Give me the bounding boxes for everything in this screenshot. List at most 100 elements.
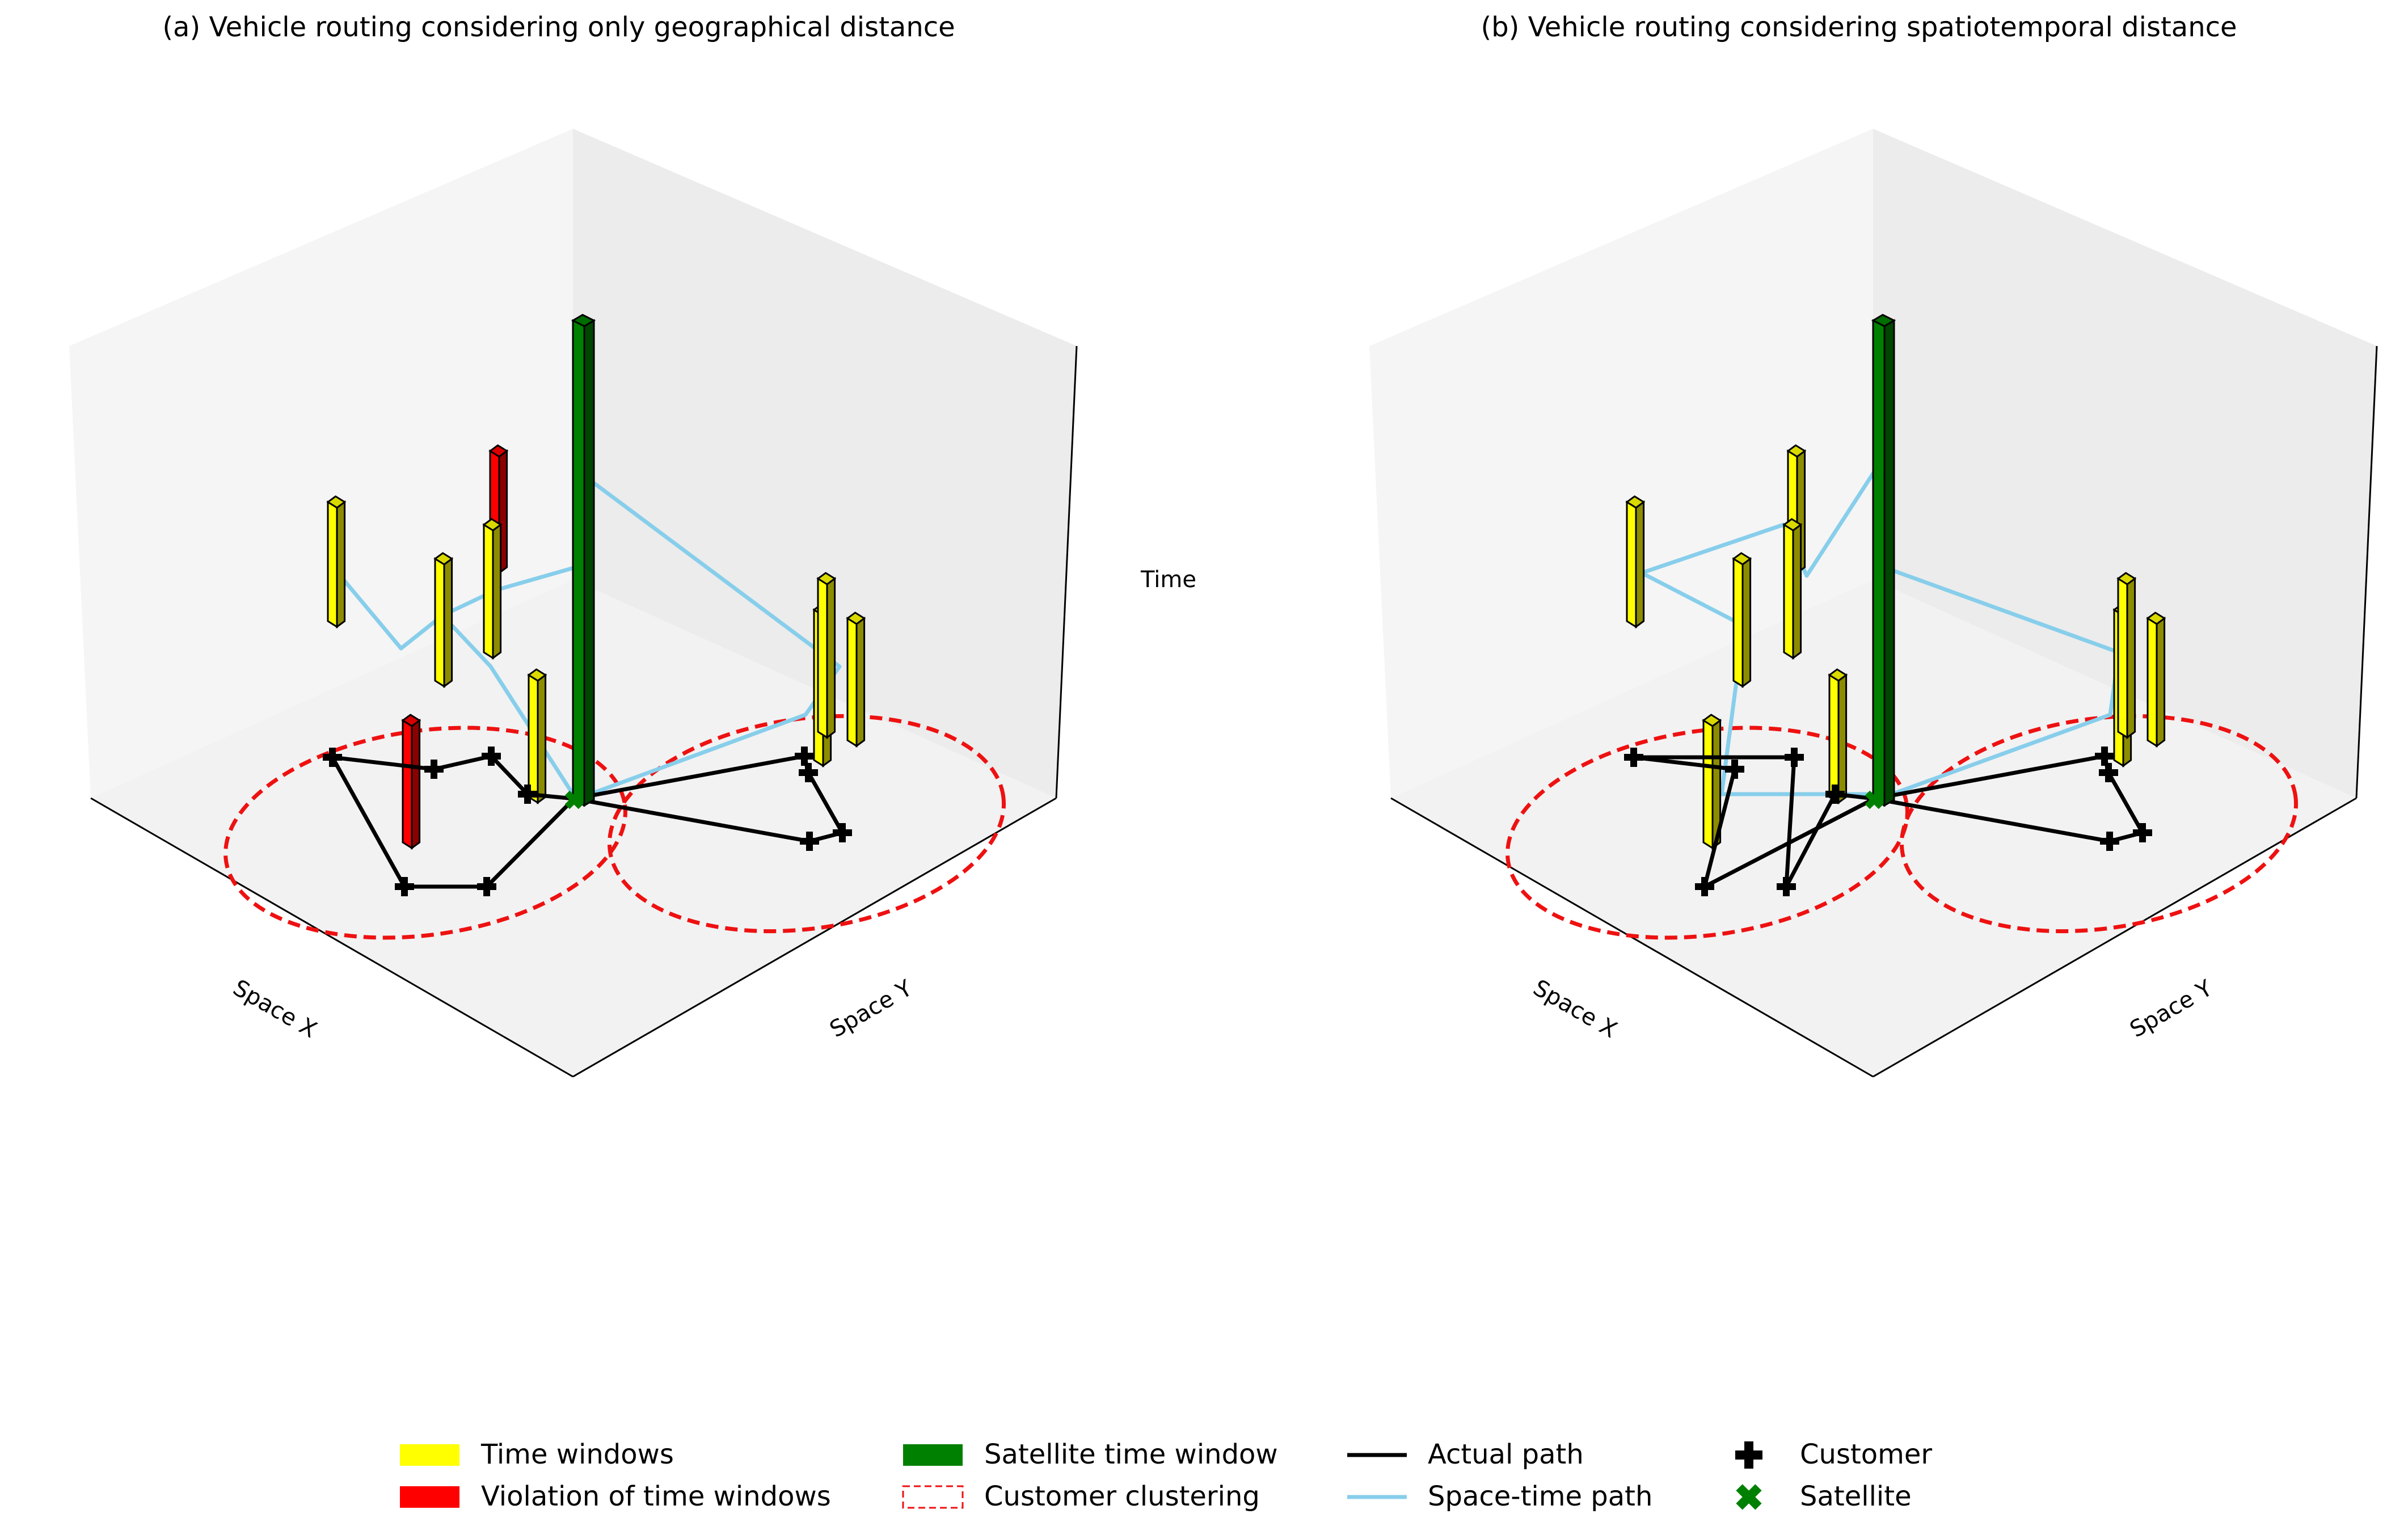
panel-a-space-y-label: Space Y <box>825 975 917 1043</box>
time-window-bar-7-side <box>855 617 866 748</box>
satellite-time-window-bar <box>571 314 596 807</box>
actual-path-left <box>1631 755 1875 889</box>
time-window-bar-5 <box>1702 714 1722 850</box>
satellite-marker <box>1865 790 1884 809</box>
time-window-bar-2-top <box>1786 444 1807 458</box>
violation-bar-2-side <box>411 719 421 850</box>
time-window-bar-1-side <box>336 500 346 629</box>
actual-path-right <box>573 754 845 844</box>
time-window-bar-9-side <box>2156 617 2166 748</box>
time-window-bar-6-top <box>1828 668 1848 682</box>
time-window-bar-4-front <box>1783 523 1794 660</box>
customer-marker-9 <box>833 823 852 842</box>
time-window-bar-4-front <box>528 673 539 804</box>
satellite-time-window-bar-top <box>1871 314 1896 327</box>
satellite-time-window-bar-front <box>572 319 585 807</box>
cluster-ellipse-right <box>1899 714 2299 934</box>
time-window-bar-3-top <box>482 518 503 532</box>
time-window-bar-6-top <box>816 572 837 585</box>
panel-b-space-x-label: Space X <box>1529 975 1621 1043</box>
legend-swatch-satellite-time-window <box>903 1444 963 1466</box>
time-window-bar-6-side <box>1837 673 1848 804</box>
customer-marker-8 <box>2099 763 2118 782</box>
legend-label-violation: Violation of time windows <box>481 1481 831 1512</box>
panel-a-space-x-label: Space X <box>229 975 321 1043</box>
customer-marker-6 <box>477 877 496 896</box>
time-window-bar-3 <box>482 518 503 660</box>
satellite-time-window-bar-side <box>1883 319 1895 807</box>
customer-marker-4 <box>518 785 537 804</box>
time-window-bar-5-front <box>1702 719 1714 850</box>
satellite-marker <box>564 790 584 809</box>
time-window-bar-1 <box>1625 495 1646 629</box>
time-window-bar-2 <box>433 552 454 688</box>
time-window-bar-1-front <box>327 500 338 629</box>
customer-marker-7 <box>2095 747 2114 766</box>
customer-marker-2 <box>1725 760 1744 779</box>
time-window-bar-6-side <box>826 577 836 739</box>
time-window-bar-6-front <box>1828 673 1840 804</box>
violation-bar-2 <box>401 714 421 850</box>
time-window-bar-7-front <box>846 617 858 748</box>
time-window-bar-2-side <box>443 557 453 688</box>
time-window-bar-4-side <box>1792 523 1802 660</box>
time-window-bar-4-top <box>1782 518 1803 532</box>
time-window-bar-4-side <box>537 673 547 804</box>
violation-bar-2-front <box>402 719 413 850</box>
time-window-bar-1-top <box>326 495 347 509</box>
time-window-bar-3-side <box>492 523 502 660</box>
legend-label-time-windows: Time windows <box>480 1439 674 1470</box>
legend: Time windows Violation of time windows S… <box>400 1439 1932 1512</box>
time-window-bar-9-top <box>2146 612 2166 625</box>
time-window-bar-3 <box>1732 552 1752 688</box>
time-window-bar-3-side <box>1741 557 1752 688</box>
time-window-bar-8-front <box>2117 577 2128 739</box>
violation-bar-2-top <box>401 714 421 727</box>
customer-marker-5 <box>1695 877 1714 896</box>
time-window-bar-3-front <box>1732 557 1744 688</box>
time-window-bar-7 <box>846 612 866 748</box>
time-window-bar-4 <box>527 668 547 804</box>
legend-label-customer: Customer <box>1800 1439 1932 1470</box>
time-window-bar-2-top <box>433 552 454 566</box>
time-window-bar-9 <box>2146 612 2166 748</box>
time-window-bar-3-front <box>483 523 494 660</box>
customer-marker-4 <box>1825 785 1845 804</box>
customer-marker-3 <box>482 747 501 766</box>
panel-a-axes-box: Space X Space Y Time <box>69 129 1196 1078</box>
time-window-bar-1 <box>326 495 347 629</box>
cluster-ellipse-right <box>607 714 1006 934</box>
panel-a-title: (a) Vehicle routing considering only geo… <box>162 11 955 43</box>
panel-a-plot <box>223 314 1006 940</box>
legend-satellite-x-icon <box>1736 1484 1762 1510</box>
customer-marker-10 <box>800 832 819 851</box>
satellite-time-window-bar-side <box>583 319 595 807</box>
panel-b-plot <box>1505 314 2299 940</box>
panel-b-right-pane <box>1873 129 2377 798</box>
time-window-bar-8-top <box>2116 572 2137 585</box>
time-window-bar-1-top <box>1625 495 1646 509</box>
panel-a-right-pane <box>573 129 1077 798</box>
legend-label-space-time-path: Space-time path <box>1428 1481 1652 1512</box>
legend-label-customer-clustering: Customer clustering <box>984 1481 1260 1512</box>
panel-b-space-y-label: Space Y <box>2126 975 2217 1043</box>
time-window-bar-6 <box>816 572 837 739</box>
time-window-bar-4 <box>1782 518 1803 660</box>
time-window-bar-3-top <box>1732 552 1752 566</box>
legend-customer-plus-icon <box>1735 1441 1762 1469</box>
customer-marker-1 <box>323 748 342 767</box>
legend-label-satellite-time-window: Satellite time window <box>984 1439 1278 1470</box>
actual-path-right <box>1874 754 2145 844</box>
customer-marker-1 <box>1624 748 1643 767</box>
time-window-bar-1-side <box>1635 500 1645 629</box>
time-window-bar-8 <box>2116 572 2137 739</box>
legend-label-satellite: Satellite <box>1800 1481 1912 1512</box>
legend-swatch-time-windows <box>400 1444 459 1466</box>
space-time-path-lower <box>1641 571 1874 796</box>
customer-marker-10 <box>2100 832 2119 851</box>
time-window-bar-7-top <box>846 612 866 625</box>
panel-b-title: (b) Vehicle routing considering spatiote… <box>1481 11 2237 43</box>
customer-marker-9 <box>2133 823 2152 842</box>
customer-marker-8 <box>799 763 818 782</box>
